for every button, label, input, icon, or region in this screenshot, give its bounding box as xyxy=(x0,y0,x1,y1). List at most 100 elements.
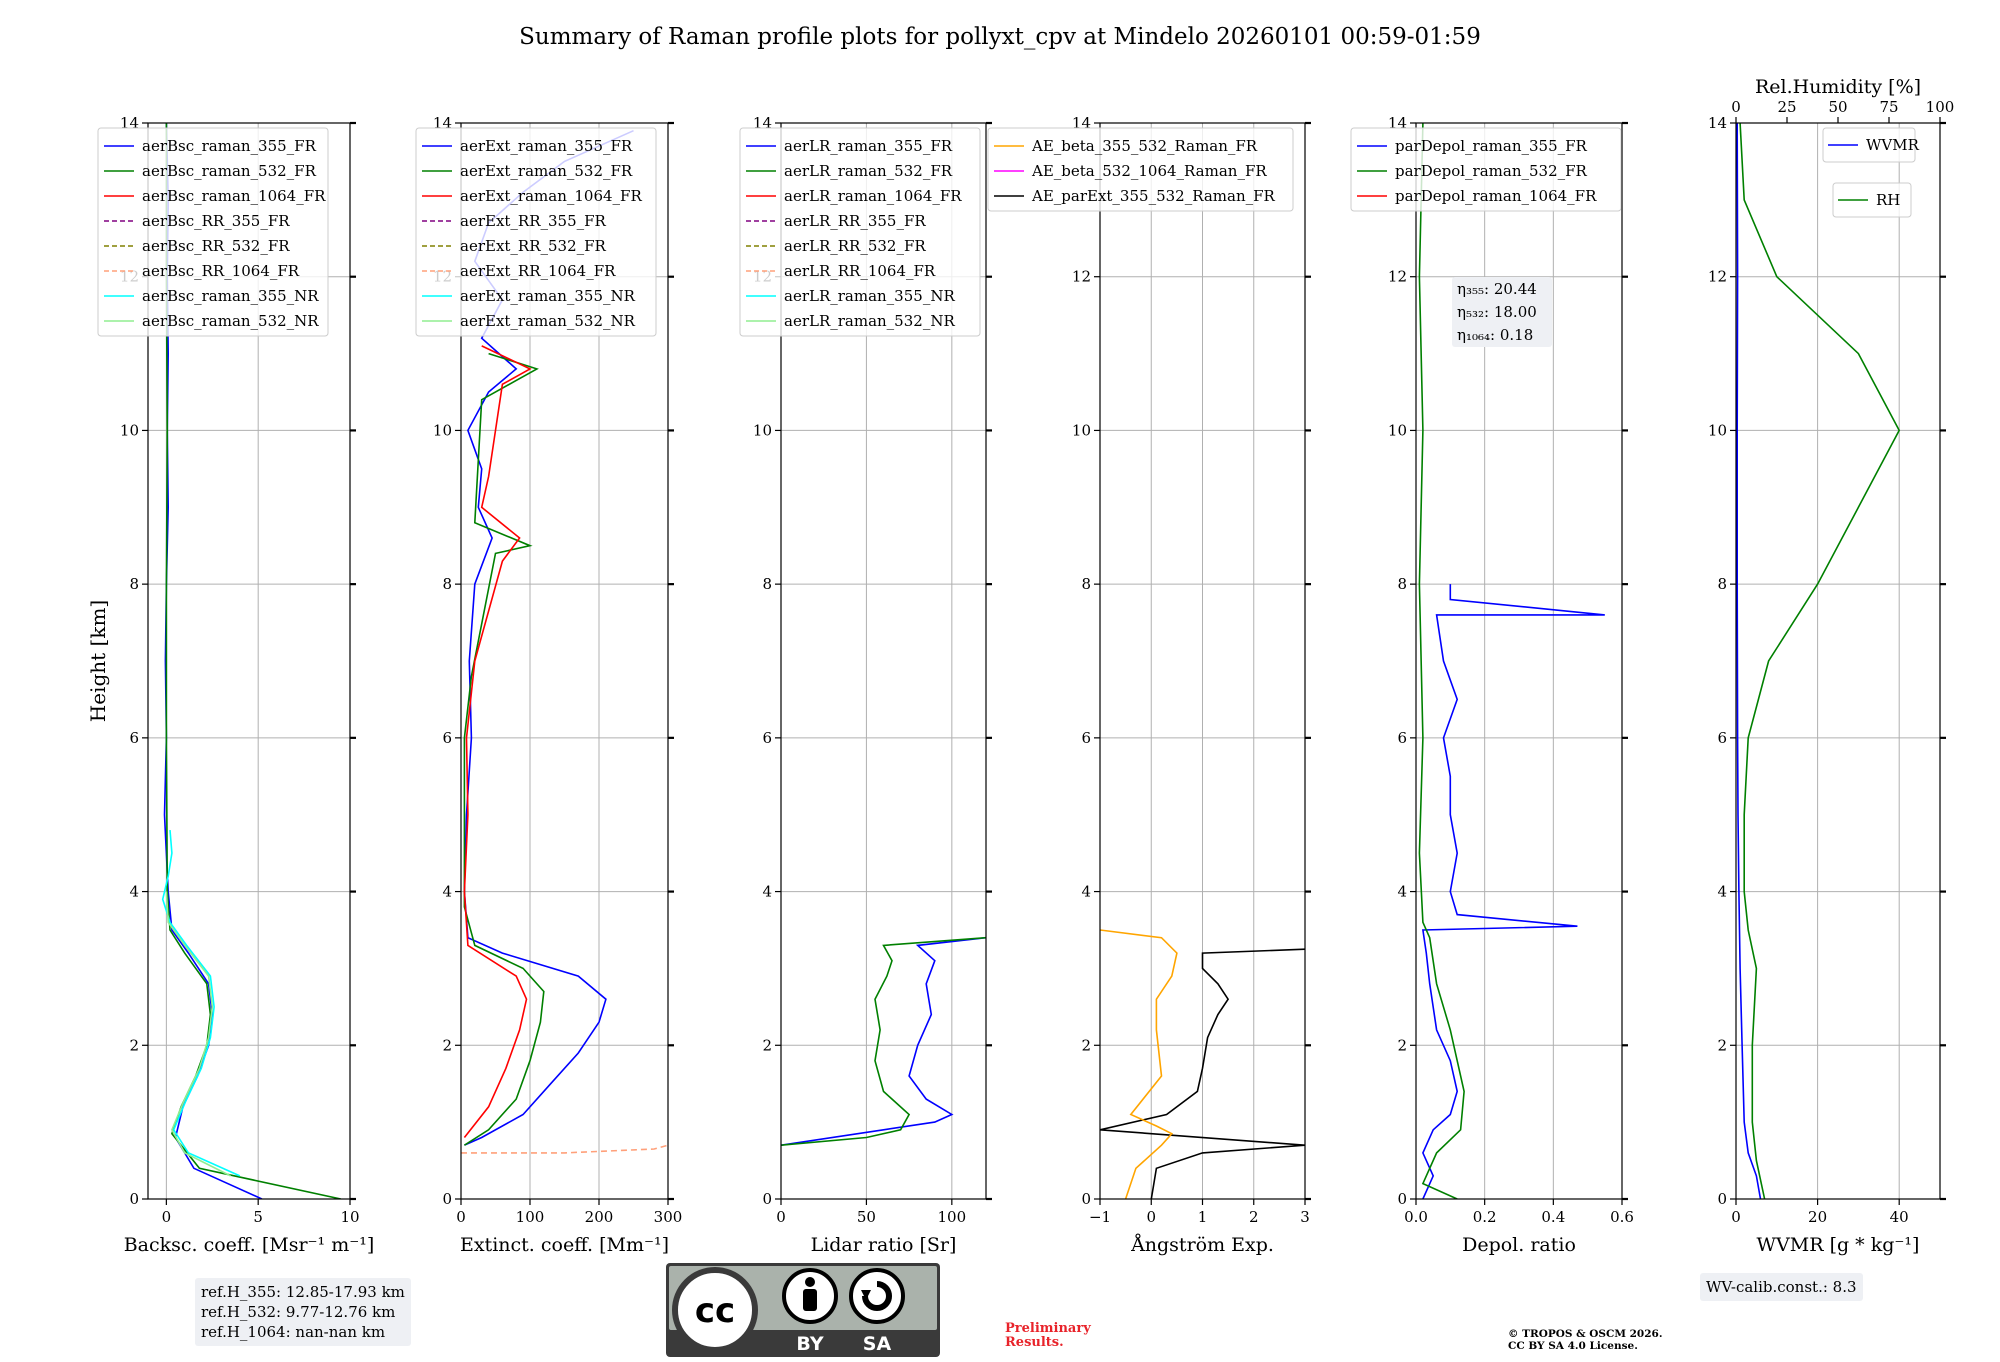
y-tick-label: 10 xyxy=(1388,421,1407,439)
legend-entry-label: aerBsc_raman_355_NR xyxy=(142,287,319,305)
top-tick-label: 75 xyxy=(1879,98,1898,116)
legend-box xyxy=(987,127,1294,212)
y-tick-label: 8 xyxy=(442,575,452,593)
legend-entry-label: aerLR_raman_355_NR xyxy=(784,287,955,305)
y-tick-label: 2 xyxy=(1717,1036,1727,1054)
legend-entry-label: aerExt_raman_355_FR xyxy=(460,137,633,155)
legend-entry-label: aerLR_raman_1064_FR xyxy=(784,187,962,205)
ref-h-532: ref.H_532: 9.77-12.76 km xyxy=(201,1303,396,1321)
x-tick-label: 0 xyxy=(1731,1208,1741,1226)
y-tick-label: 8 xyxy=(1397,575,1407,593)
y-tick-label: 2 xyxy=(1081,1036,1091,1054)
legend-ext: aerExt_raman_355_FR aerExt_raman_532_FRae… xyxy=(415,127,657,337)
legend-entry-label: parDepol_raman_355_FR xyxy=(1395,137,1588,155)
legend-box xyxy=(97,127,329,337)
y-tick-label: 2 xyxy=(1397,1036,1407,1054)
wv-calib-note: WV-calib.const.: 8.3 xyxy=(1700,1273,1863,1301)
y-tick-label: 12 xyxy=(1708,268,1727,286)
y-tick-label: 2 xyxy=(762,1036,772,1054)
top-tick-label: 100 xyxy=(1926,98,1955,116)
preliminary-results-note: Preliminary Results. xyxy=(1005,1322,1091,1350)
series-line-aerExt_RR_1064_FR xyxy=(461,1144,668,1154)
y-tick-label: 4 xyxy=(1397,883,1407,901)
y-tick-label: 10 xyxy=(1708,421,1727,439)
copyright-note: © TROPOS & OSCM 2026. CC BY SA 4.0 Licen… xyxy=(1508,1328,1663,1352)
series-group xyxy=(1736,123,1901,1199)
x-tick-label: 0.4 xyxy=(1541,1208,1565,1226)
cc-license-badge: cc BY SA xyxy=(665,1262,941,1358)
series-group xyxy=(1100,929,1305,1199)
sa-label: SA xyxy=(863,1333,892,1355)
x-tick-label: 1 xyxy=(1198,1208,1208,1226)
legend-entry-label: RH xyxy=(1876,191,1900,209)
y-tick-label: 12 xyxy=(1388,268,1407,286)
series-line-aerExt_raman_532_FR xyxy=(463,352,545,1146)
x-tick-label: 10 xyxy=(340,1208,359,1226)
legend-ae: AE_beta_355_532_Raman_FR AE_beta_532_1064… xyxy=(987,127,1294,212)
legend-entry-label: parDepol_raman_1064_FR xyxy=(1395,187,1597,205)
legend-entry-label: aerLR_raman_532_NR xyxy=(784,312,955,330)
legend-entry-label: aerBsc_RR_355_FR xyxy=(142,212,290,230)
y-tick-label: 4 xyxy=(129,883,139,901)
y-tick-label: 12 xyxy=(1072,268,1091,286)
cc-by-sa-icon: cc BY SA xyxy=(666,1263,940,1357)
x-tick-label: −1 xyxy=(1089,1208,1111,1226)
series-group xyxy=(781,936,986,1146)
x-axis-label: Ångström Exp. xyxy=(1130,1234,1274,1256)
prelim-line-2: Results. xyxy=(1005,1335,1064,1350)
series-group xyxy=(1418,123,1605,1199)
panel-lr: 05010002468101214Lidar ratio [Sr]aerLR_r… xyxy=(739,114,992,1256)
legend-box xyxy=(1832,182,1912,218)
copyright-line-1: © TROPOS & OSCM 2026. xyxy=(1508,1328,1663,1340)
y-tick-label: 14 xyxy=(1708,114,1727,132)
panel-frame xyxy=(1415,122,1623,1200)
eta-label-eta1064: η₁₀₆₄: 0.18 xyxy=(1457,326,1533,344)
figure-title: Summary of Raman profile plots for polly… xyxy=(519,24,1481,50)
y-tick-label: 8 xyxy=(762,575,772,593)
by-label: BY xyxy=(796,1333,823,1355)
eta-label-eta532: η₅₃₂: 18.00 xyxy=(1457,303,1537,321)
legend-entry-label: aerBsc_RR_1064_FR xyxy=(142,262,300,280)
cc-mark: cc xyxy=(695,1291,735,1331)
x-tick-label: 100 xyxy=(516,1208,545,1226)
series-line-aerLR_raman_532_FR xyxy=(781,936,986,1146)
legend-entry-label: aerExt_RR_355_FR xyxy=(460,212,607,230)
legend-entry-label: AE_parExt_355_532_Raman_FR xyxy=(1031,187,1276,205)
y-tick-label: 6 xyxy=(129,729,139,747)
legend-box xyxy=(1822,127,1916,163)
x-tick-label: 0.2 xyxy=(1473,1208,1497,1226)
eta-annotation: η₃₅₅: 20.44 η₅₃₂: 18.00 η₁₀₆₄: 0.18 xyxy=(1452,277,1552,347)
panel-frame xyxy=(780,122,987,1200)
panel-bsc: 051002468101214Backsc. coeff. [Msr⁻¹ m⁻¹… xyxy=(86,114,374,1256)
x-axis-label: Depol. ratio xyxy=(1462,1234,1576,1256)
y-tick-label: 10 xyxy=(1072,421,1091,439)
series-line-aerExt_raman_1064_FR xyxy=(463,345,532,1138)
panel-frame xyxy=(460,122,669,1200)
y-tick-label: 8 xyxy=(129,575,139,593)
y-tick-label: 8 xyxy=(1717,575,1727,593)
legend-entry-label: aerExt_raman_532_FR xyxy=(460,162,633,180)
legend-entry-label: aerBsc_raman_532_NR xyxy=(142,312,319,330)
legend-entry-label: aerExt_raman_532_NR xyxy=(460,312,636,330)
legend-entry-label: AE_beta_532_1064_Raman_FR xyxy=(1031,162,1267,180)
x-axis-label: Backsc. coeff. [Msr⁻¹ m⁻¹] xyxy=(124,1234,375,1256)
y-tick-label: 6 xyxy=(442,729,452,747)
legend-box xyxy=(739,127,981,337)
legend-box xyxy=(1350,127,1622,212)
x-tick-label: 0.0 xyxy=(1404,1208,1428,1226)
x-tick-label: 200 xyxy=(585,1208,614,1226)
legend-entry-label: aerBsc_raman_355_FR xyxy=(142,137,317,155)
legend-depol: parDepol_raman_355_FR parDepol_raman_532_… xyxy=(1350,127,1622,212)
panel-frame xyxy=(1735,122,1941,1200)
series-line-aerBsc_raman_532_NR xyxy=(165,891,231,1177)
y-tick-label: 6 xyxy=(1081,729,1091,747)
y-axis-label: Height [km] xyxy=(86,600,110,722)
top-tick-label: 25 xyxy=(1777,98,1796,116)
ref-h-1064: ref.H_1064: nan-nan km xyxy=(201,1323,386,1341)
legend-entry-label: aerBsc_raman_1064_FR xyxy=(142,187,326,205)
series-line-AE_beta_355_532_Raman_FR xyxy=(1100,929,1178,1199)
x-tick-label: 5 xyxy=(253,1208,263,1226)
y-tick-label: 4 xyxy=(1081,883,1091,901)
series-line-WVMR xyxy=(1736,123,1762,1199)
